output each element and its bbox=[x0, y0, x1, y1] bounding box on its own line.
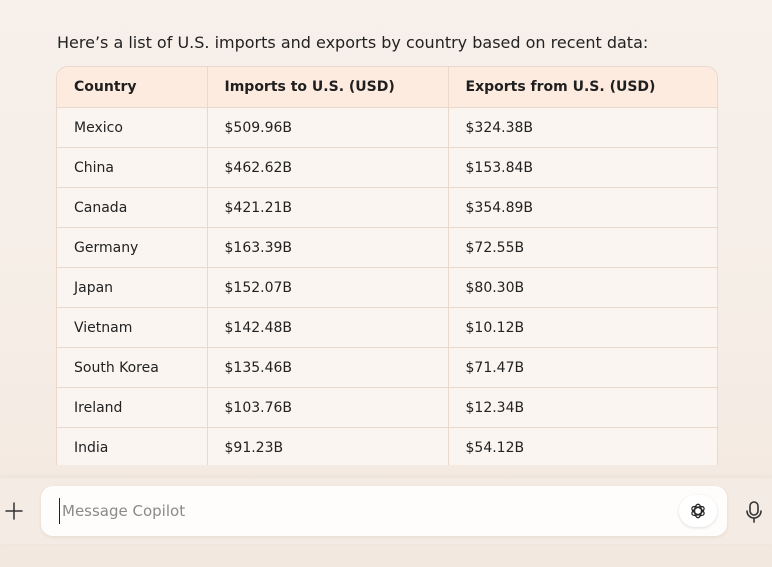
cell-exports: $324.38B bbox=[448, 107, 717, 148]
cell-exports: $71.47B bbox=[448, 347, 717, 388]
plus-icon bbox=[5, 502, 23, 520]
cell-imports: $421.21B bbox=[207, 187, 449, 228]
cell-exports: $10.12B bbox=[448, 307, 717, 348]
message-intro: Here’s a list of U.S. imports and export… bbox=[57, 33, 649, 52]
cell-exports: $153.84B bbox=[448, 147, 717, 188]
table-row: Vietnam $142.48B $10.12B bbox=[57, 307, 717, 348]
table-row: India $91.23B $54.12B bbox=[57, 427, 717, 465]
table-row: Canada $421.21B $354.89B bbox=[57, 187, 717, 228]
cell-country: China bbox=[57, 147, 208, 188]
cell-country: India bbox=[57, 427, 208, 465]
column-header-exports: Exports from U.S. (USD) bbox=[448, 67, 717, 108]
trade-table: Country Imports to U.S. (USD) Exports fr… bbox=[57, 67, 717, 465]
table-row: Mexico $509.96B $324.38B bbox=[57, 107, 717, 148]
add-attachment-button[interactable] bbox=[3, 498, 25, 524]
cell-country: Canada bbox=[57, 187, 208, 228]
cell-country: Ireland bbox=[57, 387, 208, 428]
column-header-country: Country bbox=[57, 67, 208, 108]
table-row: Japan $152.07B $80.30B bbox=[57, 267, 717, 308]
voice-input-button[interactable] bbox=[741, 498, 767, 526]
cell-imports: $152.07B bbox=[207, 267, 449, 308]
cell-imports: $509.96B bbox=[207, 107, 449, 148]
message-input[interactable] bbox=[59, 498, 662, 524]
cell-country: Japan bbox=[57, 267, 208, 308]
microphone-icon bbox=[746, 501, 762, 523]
cell-country: Vietnam bbox=[57, 307, 208, 348]
model-tool-button[interactable] bbox=[679, 495, 717, 527]
table-row: Germany $163.39B $72.55B bbox=[57, 227, 717, 268]
column-header-imports: Imports to U.S. (USD) bbox=[207, 67, 449, 108]
cell-country: South Korea bbox=[57, 347, 208, 388]
trade-table-container: Country Imports to U.S. (USD) Exports fr… bbox=[56, 66, 718, 465]
message-input-box[interactable] bbox=[41, 486, 727, 536]
cell-exports: $54.12B bbox=[448, 427, 717, 465]
cell-exports: $12.34B bbox=[448, 387, 717, 428]
cell-imports: $163.39B bbox=[207, 227, 449, 268]
cell-exports: $72.55B bbox=[448, 227, 717, 268]
table-row: China $462.62B $153.84B bbox=[57, 147, 717, 188]
cell-imports: $142.48B bbox=[207, 307, 449, 348]
cell-imports: $462.62B bbox=[207, 147, 449, 188]
table-row: Ireland $103.76B $12.34B bbox=[57, 387, 717, 428]
cell-country: Germany bbox=[57, 227, 208, 268]
cell-country: Mexico bbox=[57, 107, 208, 148]
cell-exports: $354.89B bbox=[448, 187, 717, 228]
table-header-row: Country Imports to U.S. (USD) Exports fr… bbox=[57, 67, 717, 108]
cell-imports: $135.46B bbox=[207, 347, 449, 388]
cell-exports: $80.30B bbox=[448, 267, 717, 308]
cell-imports: $103.76B bbox=[207, 387, 449, 428]
openai-icon bbox=[691, 503, 705, 519]
table-row: South Korea $135.46B $71.47B bbox=[57, 347, 717, 388]
cell-imports: $91.23B bbox=[207, 427, 449, 465]
